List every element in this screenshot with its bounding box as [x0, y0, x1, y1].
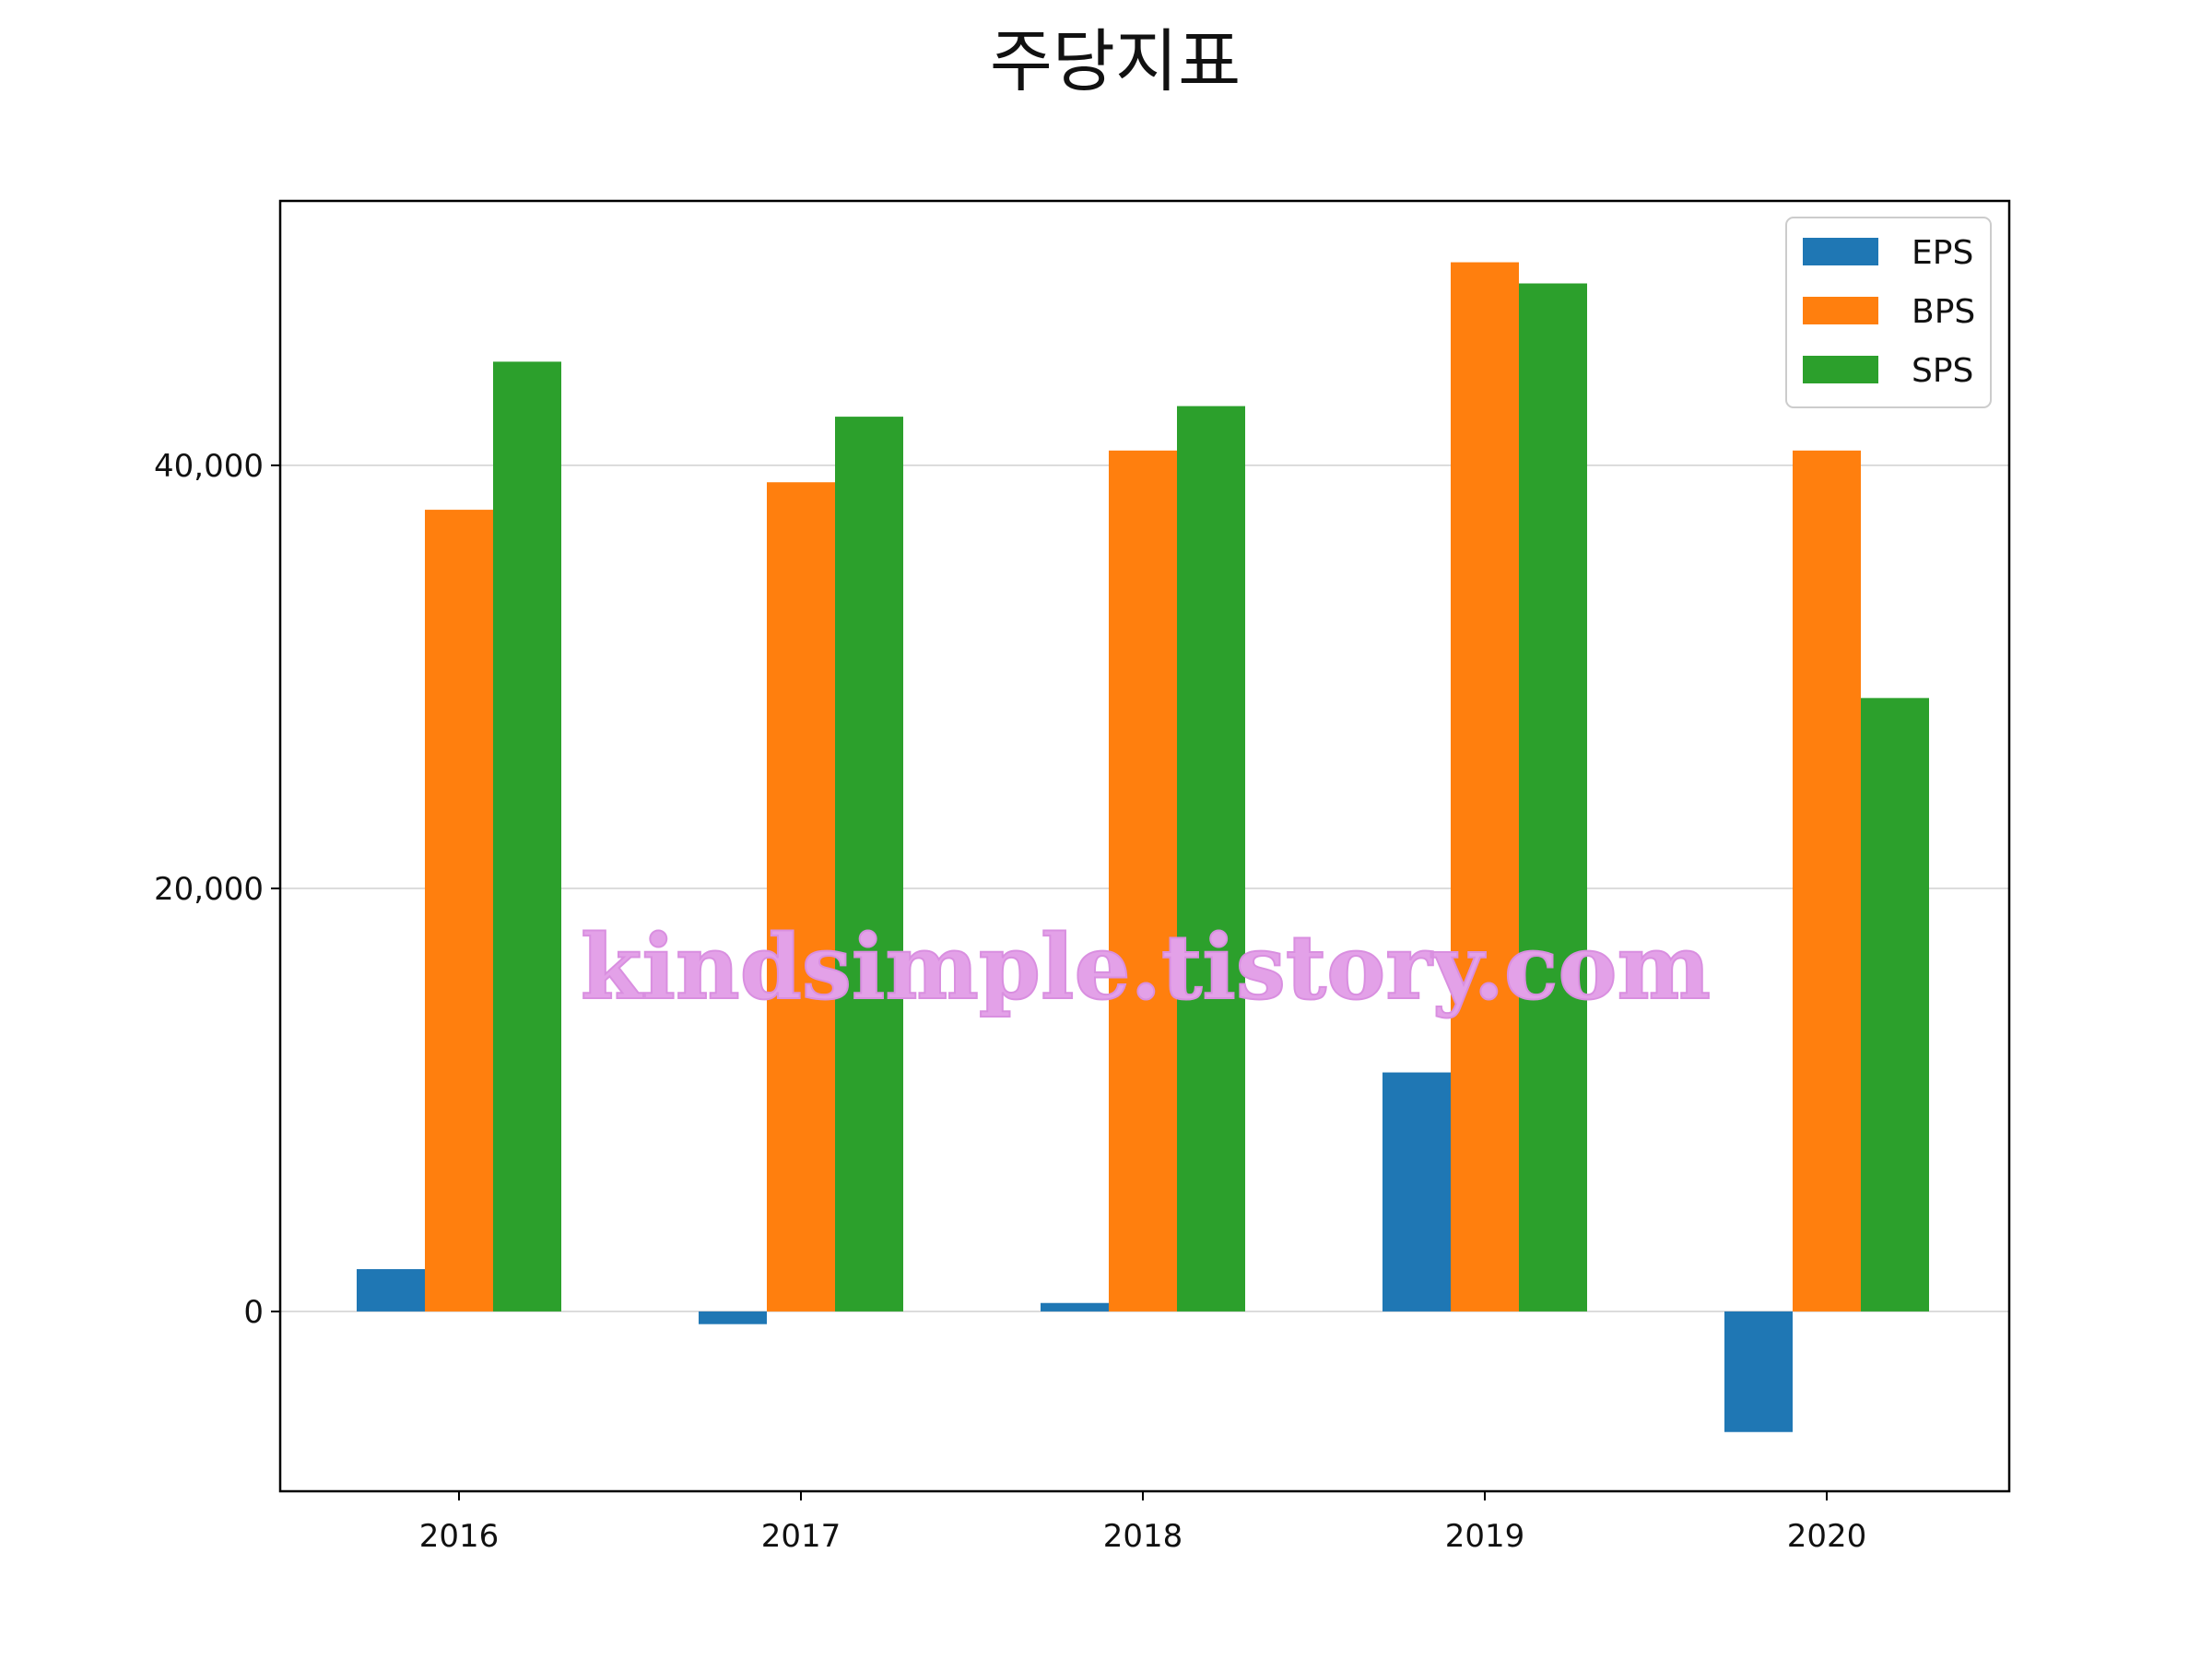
bar-eps-2020	[1724, 1311, 1793, 1432]
legend-swatch-sps	[1803, 356, 1878, 383]
bar-eps-2019	[1382, 1072, 1451, 1312]
y-tick-label-2: 40,000	[154, 448, 264, 485]
x-tick-label-2017: 2017	[761, 1518, 841, 1555]
bar-eps-2016	[357, 1269, 425, 1312]
legend-label-eps: EPS	[1912, 234, 1973, 272]
y-axis-ticks: 0 20,000 40,000	[154, 448, 280, 1331]
plot-frame	[278, 199, 2011, 1493]
x-tick-label-2016: 2016	[419, 1518, 500, 1555]
bar-sps-2018	[1177, 406, 1245, 1312]
bar-bps-2019	[1451, 262, 1519, 1312]
chart-title: 주당지표	[990, 22, 1241, 101]
bars-layer	[357, 262, 1929, 1432]
bar-bps-2017	[767, 482, 835, 1312]
legend-swatch-bps	[1803, 297, 1878, 324]
legend: EPS BPS SPS	[1785, 217, 1992, 408]
x-tick-label-2018: 2018	[1103, 1518, 1183, 1555]
x-tick-label-2020: 2020	[1787, 1518, 1867, 1555]
y-tick-label-0: 0	[243, 1294, 264, 1331]
bar-sps-2020	[1861, 698, 1929, 1312]
bar-sps-2019	[1519, 283, 1587, 1312]
bar-bps-2016	[425, 510, 493, 1312]
watermark-text: kindsimple.tistory.com	[581, 915, 1711, 1019]
legend-swatch-eps	[1803, 238, 1878, 265]
bar-bps-2018	[1109, 450, 1177, 1312]
bar-sps-2017	[835, 417, 903, 1312]
bar-eps-2017	[699, 1311, 767, 1324]
x-tick-label-2019: 2019	[1445, 1518, 1525, 1555]
legend-label-sps: SPS	[1912, 352, 1973, 390]
x-axis-ticks: 2016 2017 2018 2019 2020	[419, 1491, 1867, 1555]
bar-eps-2018	[1041, 1302, 1109, 1312]
legend-label-bps: BPS	[1912, 293, 1975, 331]
bar-sps-2016	[493, 361, 561, 1312]
y-tick-label-1: 20,000	[154, 871, 264, 908]
bar-bps-2020	[1793, 450, 1861, 1312]
